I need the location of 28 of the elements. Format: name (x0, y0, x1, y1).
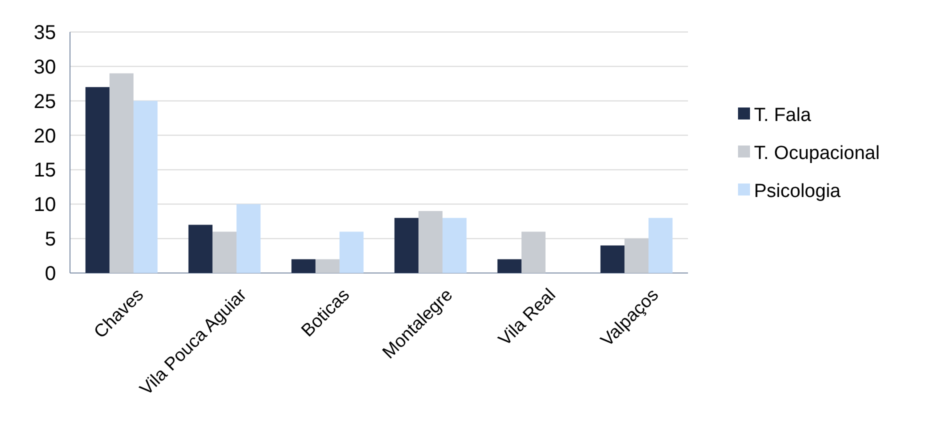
bar (188, 224, 212, 273)
legend-label: Psicologia (754, 181, 842, 202)
bar (236, 204, 261, 273)
bar (648, 218, 673, 273)
bar (394, 218, 418, 273)
bar (212, 232, 237, 273)
y-tick-label: 20 (34, 125, 56, 148)
legend-label: T. Fala (754, 105, 812, 126)
bar (521, 232, 546, 273)
bar (600, 245, 624, 273)
y-tick-label: 30 (34, 56, 56, 78)
legend-label: T. Ocupacional (754, 143, 880, 164)
bar (134, 100, 158, 273)
bar (624, 238, 649, 273)
y-tick-label: 5 (44, 228, 56, 251)
bar (291, 259, 316, 273)
bar (109, 73, 134, 273)
y-tick-label: 15 (34, 160, 56, 182)
bar (85, 87, 110, 273)
bar (497, 259, 522, 273)
y-tick-label: 35 (34, 22, 56, 44)
y-tick-label: 0 (44, 263, 56, 285)
y-tick-label: 25 (34, 90, 56, 113)
y-tick-label: 10 (34, 194, 56, 216)
bar (315, 259, 340, 273)
bar (418, 211, 443, 273)
bar (340, 232, 364, 273)
bar (442, 218, 467, 273)
